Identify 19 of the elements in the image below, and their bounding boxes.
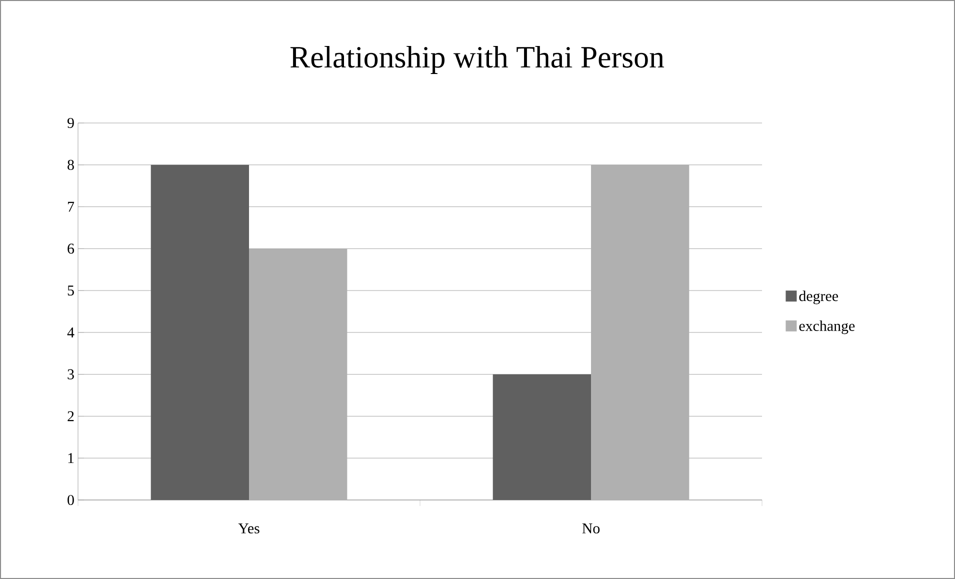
chart-title: Relationship with Thai Person xyxy=(290,46,664,74)
bar xyxy=(591,164,690,500)
x-tick-label: No xyxy=(582,524,600,534)
bar xyxy=(249,248,348,500)
y-tick-label: 3 xyxy=(68,369,74,380)
legend-label: exchange xyxy=(799,320,855,334)
y-tick-label: 6 xyxy=(68,244,74,254)
y-tick-label: 5 xyxy=(68,286,74,296)
legend-label: degree xyxy=(799,290,838,304)
y-tick-label: 7 xyxy=(68,202,74,212)
y-tick-label: 0 xyxy=(68,494,74,506)
y-tick-label: 9 xyxy=(68,118,74,128)
y-tick-label: 8 xyxy=(68,160,74,170)
x-tick-label: Yes xyxy=(238,524,260,534)
y-tick-label: 2 xyxy=(68,411,74,422)
bar xyxy=(492,374,592,500)
y-tick-label: 4 xyxy=(67,328,74,338)
y-tick-label: 1 xyxy=(68,453,74,464)
bar xyxy=(150,164,250,500)
